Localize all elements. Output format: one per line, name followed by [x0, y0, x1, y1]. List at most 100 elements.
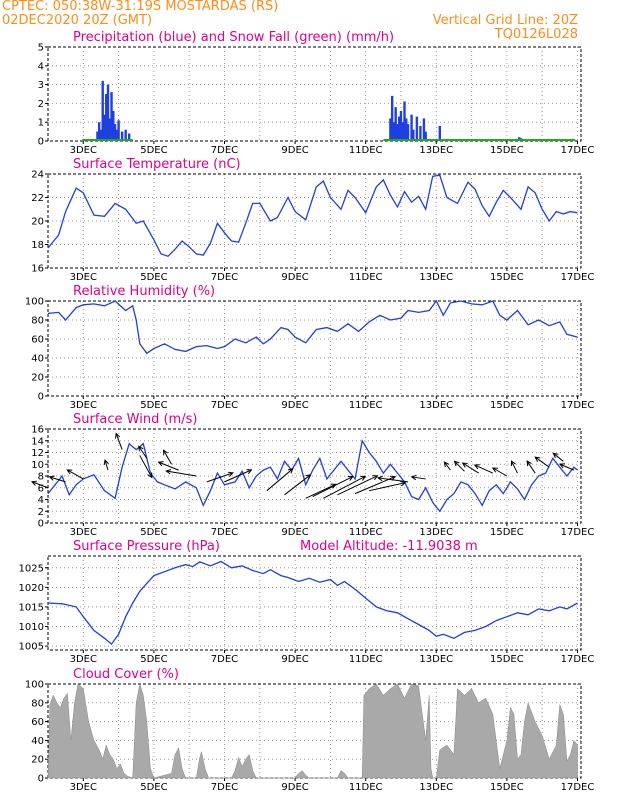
precip-bar — [389, 118, 392, 141]
wind-vector — [104, 459, 109, 471]
date-label: 9DEC — [281, 145, 308, 156]
wind-vector — [139, 455, 153, 478]
panel-frame — [47, 683, 582, 779]
panel-frame — [47, 46, 582, 142]
date-label: 17DEC — [561, 145, 595, 156]
date-label: 15DEC — [490, 145, 524, 156]
precip-bar — [412, 129, 415, 141]
snow-bar — [128, 139, 131, 141]
wind-arrowhead — [330, 483, 337, 489]
date-label: 7DEC — [211, 400, 238, 411]
series-line — [47, 299, 578, 355]
y-tick-label: 16 — [31, 425, 44, 436]
date-label: 3DEC — [70, 400, 97, 411]
date-label: 17DEC — [561, 272, 595, 283]
wind-arrowhead — [246, 469, 253, 475]
date-label: 9DEC — [281, 527, 308, 538]
y-tick-label: 1015 — [19, 602, 44, 613]
wind-vector — [377, 477, 409, 483]
precip-bar — [396, 124, 399, 141]
y-tick-label: 1025 — [19, 563, 44, 574]
precip-bar — [113, 124, 117, 141]
snow-bar — [442, 139, 445, 141]
cloud-area — [47, 683, 578, 779]
date-label: 15DEC — [490, 272, 524, 283]
date-label: 3DEC — [70, 782, 97, 793]
wind-vector — [411, 476, 426, 480]
precip-bar — [105, 94, 108, 141]
y-tick-label: 40 — [31, 736, 44, 747]
precip-bar — [401, 122, 404, 141]
y-tick-label: 2 — [38, 507, 44, 518]
y-tick-label: 1010 — [19, 622, 44, 633]
date-label: 17DEC — [561, 654, 595, 665]
snow-bar — [470, 139, 473, 141]
snow-bar — [424, 139, 427, 141]
y-tick-label: 80 — [31, 316, 44, 327]
wind-vector — [559, 463, 575, 471]
wind-arrowhead — [552, 452, 559, 459]
precip-bar — [103, 114, 106, 141]
precip-bar — [99, 129, 103, 141]
date-label: 5DEC — [140, 654, 167, 665]
panel-frame — [47, 555, 582, 651]
wind-arrowhead — [347, 476, 354, 481]
wind-arrowhead — [305, 474, 312, 480]
y-tick-label: 80 — [31, 698, 44, 709]
y-tick-label: 60 — [31, 335, 44, 346]
wind-vector — [31, 481, 49, 489]
panel-frame — [47, 428, 582, 524]
date-label: 13DEC — [419, 400, 453, 411]
wind-arrowhead — [376, 475, 383, 482]
y-tick-label: 1020 — [19, 583, 44, 594]
header-station: CPTEC: 050:38W-31:19S MOSTARDAS (RS) — [2, 0, 279, 14]
date-label: 7DEC — [211, 145, 238, 156]
wind-arrowhead — [410, 474, 417, 481]
panel-title: Relative Humidity (%) — [73, 284, 215, 299]
series-line — [47, 560, 578, 646]
y-tick-label: 14 — [31, 436, 44, 447]
y-tick-label: 10 — [31, 460, 44, 471]
wind-vector — [454, 460, 465, 472]
series-line — [47, 438, 578, 513]
wind-vector — [224, 469, 252, 483]
date-label: 5DEC — [140, 527, 167, 538]
wind-arrowhead — [147, 472, 153, 479]
date-label: 5DEC — [140, 145, 167, 156]
date-label: 15DEC — [490, 527, 524, 538]
wind-arrowhead — [165, 469, 172, 475]
date-label: 13DEC — [419, 145, 453, 156]
wind-arrowhead — [491, 467, 498, 473]
panel-title: Cloud Cover (%) — [73, 667, 179, 682]
y-tick-label: 100 — [25, 680, 44, 691]
snow-bar — [512, 139, 515, 141]
wind-vector — [443, 461, 451, 471]
y-tick-label: 18 — [31, 240, 44, 251]
precip-bar — [403, 101, 406, 141]
y-tick-label: 16 — [31, 264, 44, 275]
y-tick-label: 0 — [38, 392, 44, 403]
wind-arrowhead — [372, 475, 379, 481]
precip-bar — [110, 92, 113, 141]
wind-arrowhead — [453, 460, 460, 467]
y-tick-label: 24 — [31, 170, 44, 181]
y-tick-label: 6 — [38, 483, 44, 494]
y-tick-label: 20 — [31, 373, 44, 384]
panel-subtitle: Model Altitude: -11.9038 m — [300, 539, 478, 554]
wind-arrowhead — [138, 445, 144, 452]
header-run-time: 02DEC2020 20Z (GMT) — [2, 13, 153, 28]
precip-bar — [115, 129, 119, 141]
wind-vector — [462, 462, 479, 474]
wind-arrowhead — [390, 475, 397, 481]
panel-frame — [47, 300, 582, 397]
header-model: TQ0126L028 — [494, 27, 578, 42]
precip-bar — [390, 95, 394, 141]
precip-bar — [438, 125, 442, 141]
wind-vector — [158, 461, 179, 471]
wind-vector — [534, 456, 550, 468]
y-tick-label: 8 — [38, 472, 44, 483]
wind-vector — [526, 460, 536, 474]
y-tick-label: 2 — [38, 99, 44, 110]
precip-bar — [399, 110, 403, 141]
